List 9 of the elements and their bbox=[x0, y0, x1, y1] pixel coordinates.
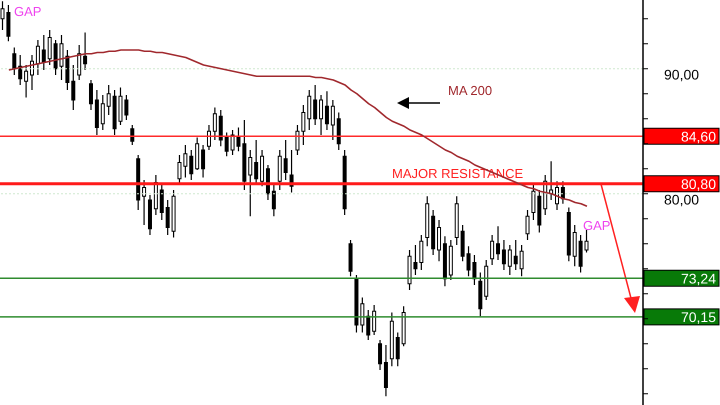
text: MA 200 bbox=[448, 83, 492, 98]
y-tick-label: 80,00 bbox=[664, 192, 700, 208]
ref-line-label: 70,15 bbox=[680, 308, 716, 325]
annotation: GAP bbox=[14, 4, 42, 19]
ref-line-label: 80,80 bbox=[680, 176, 716, 192]
ref-line-label: 84,60 bbox=[680, 128, 716, 144]
y-tick-label: 90,00 bbox=[664, 66, 700, 83]
ref-line-label: 73,24 bbox=[680, 270, 716, 286]
annotation: GAP bbox=[583, 218, 610, 233]
